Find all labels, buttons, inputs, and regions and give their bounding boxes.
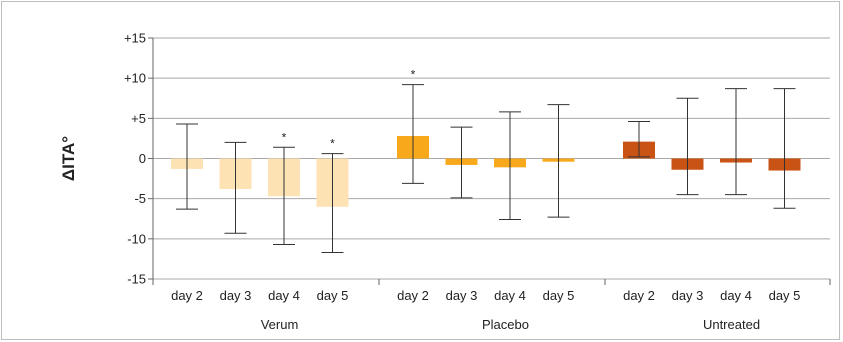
significance-marker: * bbox=[330, 137, 335, 151]
error-bars bbox=[176, 84, 796, 253]
y-tick-label: +10 bbox=[124, 71, 146, 86]
gridlines bbox=[153, 37, 830, 280]
x-category-label: day 4 bbox=[268, 288, 300, 303]
x-category-label: day 2 bbox=[623, 288, 655, 303]
x-group-label: Untreated bbox=[703, 317, 760, 332]
x-category-label: day 5 bbox=[543, 288, 575, 303]
x-category-label: day 3 bbox=[672, 288, 704, 303]
y-tick-label: -10 bbox=[127, 231, 146, 246]
x-category-label: day 5 bbox=[769, 288, 801, 303]
x-category-label: day 4 bbox=[720, 288, 752, 303]
y-tick-label: -5 bbox=[134, 191, 146, 206]
bars bbox=[171, 136, 801, 207]
x-category-label: day 3 bbox=[446, 288, 478, 303]
labels: +15 +10 +5 0 -5 -10 -15 ΔITA° day 2 day 3 * day 4 * d… bbox=[59, 31, 800, 333]
y-axis-label: ΔITA° bbox=[59, 136, 78, 181]
x-category-label: day 2 bbox=[397, 288, 429, 303]
significance-marker: * bbox=[411, 68, 416, 82]
x-category-label: day 4 bbox=[494, 288, 526, 303]
x-category-label: day 5 bbox=[317, 288, 349, 303]
x-group-label: Placebo bbox=[482, 317, 529, 332]
x-category-label: day 2 bbox=[171, 288, 203, 303]
y-tick-label: -15 bbox=[127, 272, 146, 287]
y-tick-label: +5 bbox=[131, 111, 146, 126]
y-tick-label: +15 bbox=[124, 31, 146, 46]
significance-marker: * bbox=[282, 130, 287, 144]
x-category-label: day 3 bbox=[220, 288, 252, 303]
axes bbox=[148, 37, 831, 285]
y-tick-label: 0 bbox=[139, 151, 146, 166]
x-group-label: Verum bbox=[261, 317, 299, 332]
